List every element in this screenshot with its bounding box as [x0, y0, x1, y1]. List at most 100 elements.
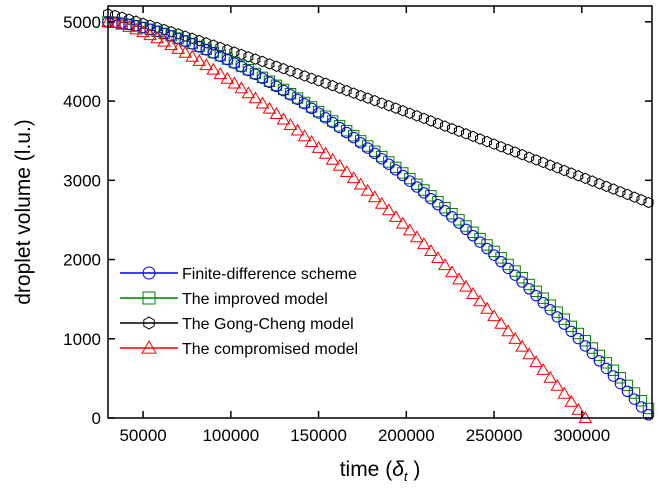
hexagon-marker: [306, 72, 317, 85]
square-marker: [607, 364, 620, 376]
triangle-marker: [318, 146, 333, 159]
square-marker: [142, 291, 156, 305]
circle-marker: [537, 297, 549, 309]
triangle-marker: [220, 71, 235, 84]
circle-marker: [530, 290, 542, 302]
circle-marker: [509, 269, 521, 281]
hexagon-marker: [453, 125, 464, 137]
triangle-marker: [171, 41, 186, 54]
hexagon-marker: [446, 122, 457, 135]
triangle-marker: [452, 272, 466, 285]
square-marker: [635, 395, 648, 407]
triangle-marker: [262, 101, 277, 114]
circle-marker: [586, 347, 599, 360]
triangle-marker: [129, 22, 143, 35]
hexagon-marker: [264, 58, 275, 70]
hexagon-marker: [510, 146, 521, 158]
triangle-marker: [494, 316, 508, 329]
circle-marker: [228, 57, 241, 69]
circle-marker: [558, 318, 570, 330]
triangle-marker: [269, 107, 284, 120]
circle-marker: [432, 198, 444, 211]
triangle-marker: [290, 123, 305, 136]
y-tick-label: 5000: [63, 13, 101, 32]
circle-marker: [142, 266, 156, 280]
circle-marker: [242, 64, 255, 77]
hexagon-marker: [587, 175, 598, 187]
circle-marker: [193, 41, 205, 53]
x-axis-title-close: ): [407, 458, 420, 481]
triangle-marker: [417, 237, 431, 250]
y-axis-title: droplet volume (l.u.): [12, 119, 35, 305]
hexagon-marker: [425, 115, 436, 127]
hexagon-marker: [348, 87, 359, 99]
circle-marker: [256, 72, 269, 84]
circle-marker: [460, 223, 472, 236]
triangle-marker: [381, 203, 396, 216]
hexagon-marker: [552, 162, 563, 174]
hexagon-marker: [594, 177, 605, 190]
series-triangle-points: [101, 14, 593, 423]
circle-marker: [628, 393, 641, 405]
triangle-marker: [367, 190, 382, 203]
hexagon-marker: [601, 180, 612, 193]
hexagon-marker: [285, 65, 296, 77]
hexagon-marker: [117, 11, 128, 24]
triangle-marker: [178, 45, 193, 58]
circle-marker: [249, 68, 262, 80]
hexagon-marker: [566, 167, 577, 179]
square-marker: [621, 379, 634, 392]
triangle-marker: [150, 31, 164, 44]
triangle-marker: [424, 244, 438, 257]
square-marker: [509, 265, 521, 277]
hexagon-marker: [110, 9, 121, 22]
triangle-marker: [480, 301, 494, 314]
triangle-marker: [473, 294, 487, 307]
triangle-marker: [192, 53, 207, 66]
square-marker: [537, 292, 549, 304]
hexagon-marker: [636, 194, 647, 206]
circle-marker: [277, 84, 290, 97]
triangle-marker: [283, 117, 298, 130]
square-marker: [495, 252, 507, 264]
square-marker: [614, 372, 627, 384]
circle-marker: [635, 401, 648, 413]
hexagon-marker: [404, 107, 415, 120]
x-axis-title-symbol: δ: [392, 458, 404, 481]
circle-marker: [523, 283, 535, 295]
triangle-marker: [234, 81, 249, 94]
triangle-marker: [122, 19, 136, 32]
hexagon-marker: [334, 82, 345, 94]
series-circle-points: [102, 16, 655, 421]
triangle-marker: [410, 230, 424, 243]
triangle-marker: [388, 209, 403, 222]
axis-ticks: 50000 100000 150000 200000 250000 300000 0 1000…: [63, 6, 652, 445]
circle-marker: [579, 340, 592, 352]
triangle-marker: [466, 286, 480, 299]
triangle-marker: [199, 58, 214, 71]
series-hexagon-points: [103, 8, 654, 209]
circle-marker: [474, 236, 486, 248]
circle-marker: [642, 409, 655, 421]
triangle-marker: [445, 265, 459, 278]
legend-item: The improved model: [120, 291, 328, 308]
circle-marker: [495, 256, 507, 268]
triangle-marker: [332, 158, 347, 171]
square-marker: [411, 178, 423, 190]
triangle-marker: [339, 164, 354, 177]
square-marker: [467, 226, 479, 238]
hexagon-marker: [460, 128, 471, 140]
circle-marker: [270, 80, 283, 93]
hexagon-marker: [250, 53, 261, 65]
circle-marker: [418, 187, 430, 199]
triangle-marker: [536, 362, 551, 375]
hexagon-marker: [362, 92, 373, 104]
hexagon-marker: [573, 169, 584, 182]
triangle-marker: [304, 135, 319, 147]
hexagon-marker: [397, 104, 408, 117]
square-marker: [432, 196, 444, 208]
circle-marker: [425, 192, 437, 205]
x-axis-title-subscript: t: [404, 469, 409, 484]
triangle-marker: [508, 331, 522, 344]
square-marker: [516, 272, 528, 284]
